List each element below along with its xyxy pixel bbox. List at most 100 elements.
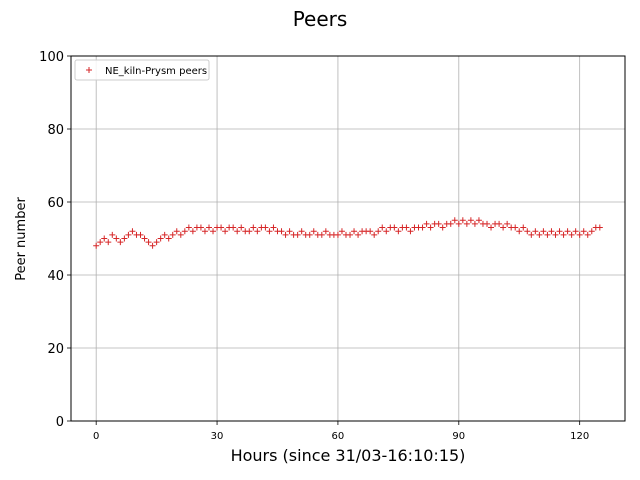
data-point (218, 224, 225, 231)
y-axis-label: Peer number (14, 197, 29, 281)
data-point (475, 217, 482, 224)
data-point (467, 217, 474, 224)
data-point (395, 228, 402, 235)
data-point (286, 228, 293, 235)
data-point (451, 217, 458, 224)
data-point (129, 228, 136, 235)
data-point (201, 228, 208, 235)
data-point (455, 220, 462, 227)
data-point (105, 239, 112, 246)
data-point (512, 224, 519, 231)
data-point (488, 224, 495, 231)
data-point (197, 224, 204, 231)
data-point (306, 231, 313, 238)
data-point (246, 228, 253, 235)
data-point (173, 228, 180, 235)
data-point (435, 220, 442, 227)
data-point (496, 220, 503, 227)
y-tick-label: 60 (47, 196, 64, 211)
data-point (528, 231, 535, 238)
data-point (540, 228, 547, 235)
data-point (500, 224, 507, 231)
legend-box (74, 59, 210, 81)
legend: NE_kiln-Prysm peers (74, 59, 210, 81)
data-points (93, 217, 603, 249)
y-tick-label: 40 (47, 269, 64, 284)
plot-frame (70, 55, 626, 422)
data-point (262, 224, 269, 231)
data-point (548, 228, 555, 235)
y-tick-label: 20 (47, 342, 64, 357)
data-point (266, 228, 273, 235)
x-tick-label: 30 (211, 431, 224, 442)
data-point (403, 224, 410, 231)
data-point (419, 224, 426, 231)
data-point (427, 224, 434, 231)
data-point (584, 231, 591, 238)
axis-ticks: 0 30 60 90 120 0 20 40 60 80 100 (39, 50, 589, 442)
data-point (157, 235, 164, 242)
data-point (447, 220, 454, 227)
data-point (504, 220, 511, 227)
y-tick-label: 80 (47, 123, 64, 138)
data-point (270, 224, 277, 231)
data-point (177, 231, 184, 238)
data-point (318, 231, 325, 238)
x-tick-label: 120 (570, 431, 589, 442)
data-point (153, 239, 160, 246)
y-tick-label: 0 (56, 415, 64, 430)
data-point (161, 231, 168, 238)
data-point (383, 228, 390, 235)
data-point (298, 228, 305, 235)
data-point (310, 228, 317, 235)
data-point (423, 220, 430, 227)
x-tick-label: 0 (93, 431, 99, 442)
data-point (222, 228, 229, 235)
data-point (588, 228, 595, 235)
data-point (459, 217, 466, 224)
data-point (250, 224, 257, 231)
chart-title: Peers (293, 7, 348, 31)
legend-marker-glyph (86, 67, 92, 73)
data-point (145, 239, 152, 246)
data-point (230, 224, 237, 231)
legend-entry-label: NE_kiln-Prysm peers (105, 66, 207, 77)
data-point (294, 231, 301, 238)
data-point (572, 228, 579, 235)
data-point (371, 231, 378, 238)
x-axis-label: Hours (since 31/03-16:10:15) (231, 446, 466, 465)
data-point (375, 228, 382, 235)
data-point (117, 239, 124, 246)
data-point (596, 224, 603, 231)
data-point (205, 224, 212, 231)
data-point (189, 228, 196, 235)
data-point (181, 228, 188, 235)
data-point (101, 235, 108, 242)
data-point (463, 220, 470, 227)
data-point (338, 228, 345, 235)
data-point (347, 231, 354, 238)
data-point (149, 242, 156, 249)
data-point (185, 224, 192, 231)
data-point (484, 220, 491, 227)
data-point (334, 231, 341, 238)
data-point (210, 228, 217, 235)
data-point (169, 231, 176, 238)
data-point (439, 224, 446, 231)
data-point (109, 231, 116, 238)
data-point (254, 228, 261, 235)
data-point (379, 224, 386, 231)
data-point (524, 228, 531, 235)
data-point (580, 228, 587, 235)
data-point (516, 228, 523, 235)
data-point (141, 235, 148, 242)
x-tick-label: 90 (452, 431, 465, 442)
data-point (93, 242, 100, 249)
data-point (165, 235, 172, 242)
y-tick-label: 100 (39, 50, 64, 65)
data-point (278, 228, 285, 235)
data-point (568, 231, 575, 238)
data-point (564, 228, 571, 235)
data-point (322, 228, 329, 235)
